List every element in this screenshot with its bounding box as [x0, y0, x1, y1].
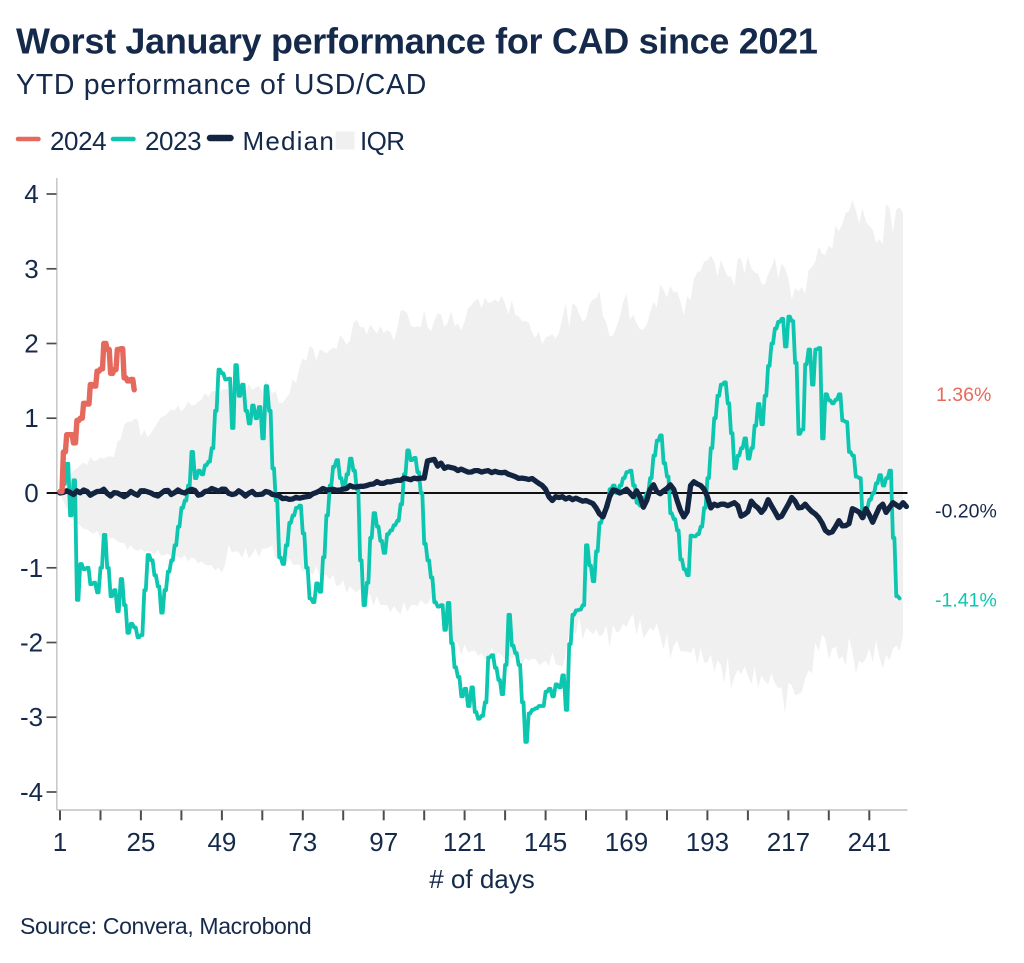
- svg-text:49: 49: [207, 827, 236, 857]
- svg-text:-2: -2: [20, 628, 43, 658]
- svg-text:145: 145: [524, 827, 567, 857]
- svg-text:-0.20%: -0.20%: [935, 501, 997, 523]
- svg-text:217: 217: [767, 827, 810, 857]
- svg-text:YTD performance of USD/CAD: YTD performance of USD/CAD: [16, 69, 427, 101]
- svg-text:73: 73: [288, 827, 317, 857]
- svg-text:-1.41%: -1.41%: [935, 590, 997, 612]
- svg-text:Source: Convera, Macrobond: Source: Convera, Macrobond: [20, 913, 311, 939]
- svg-text:2024: 2024: [50, 126, 106, 156]
- svg-text:Median: Median: [243, 126, 335, 156]
- svg-text:241: 241: [848, 827, 891, 857]
- svg-text:# of days: # of days: [429, 864, 535, 894]
- svg-text:3: 3: [24, 254, 38, 284]
- svg-text:0: 0: [24, 478, 38, 508]
- svg-text:-3: -3: [20, 702, 43, 732]
- svg-text:1: 1: [24, 403, 38, 433]
- svg-text:25: 25: [126, 827, 155, 857]
- svg-text:1.36%: 1.36%: [936, 384, 991, 406]
- svg-text:IQR: IQR: [360, 126, 404, 156]
- svg-text:4: 4: [24, 179, 38, 209]
- svg-text:193: 193: [686, 827, 729, 857]
- svg-text:121: 121: [443, 827, 486, 857]
- svg-text:-1: -1: [20, 553, 43, 583]
- svg-text:2: 2: [24, 329, 38, 359]
- svg-text:Worst January performance for: Worst January performance for CAD since …: [16, 21, 818, 62]
- svg-text:1: 1: [53, 827, 67, 857]
- svg-text:-4: -4: [20, 777, 43, 807]
- svg-text:97: 97: [369, 827, 398, 857]
- svg-text:2023: 2023: [145, 126, 201, 156]
- svg-text:169: 169: [605, 827, 648, 857]
